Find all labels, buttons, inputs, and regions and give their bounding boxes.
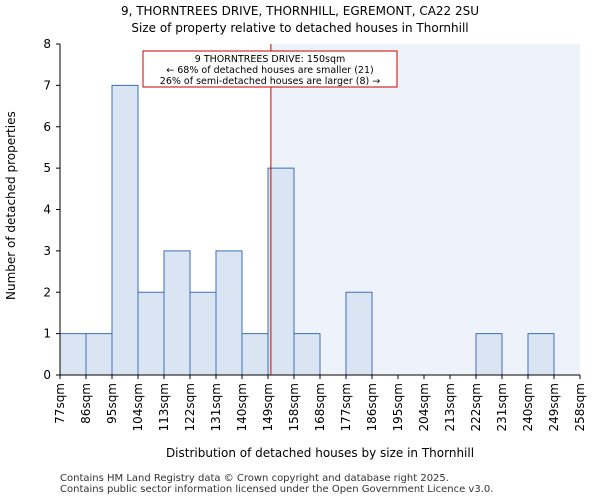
x-tick-label-122sqm: 122sqm	[183, 383, 197, 431]
x-tick-label-140sqm: 140sqm	[235, 383, 249, 431]
bar-131sqm	[215, 250, 243, 376]
bar-122sqm	[189, 291, 217, 376]
x-tick-label-195sqm: 195sqm	[391, 383, 405, 431]
x-tick-label-168sqm: 168sqm	[313, 383, 327, 431]
y-tick-label-7: 7	[43, 78, 51, 92]
x-tick-label-186sqm: 186sqm	[365, 383, 379, 431]
y-tick-label-4: 4	[43, 203, 51, 217]
x-tick-label-213sqm: 213sqm	[443, 383, 457, 431]
y-tick-label-5: 5	[43, 161, 51, 175]
x-tick-label-258sqm: 258sqm	[573, 383, 587, 431]
x-tick-label-149sqm: 149sqm	[261, 383, 275, 431]
x-tick-label-95sqm: 95sqm	[105, 383, 119, 424]
y-axis-label: Number of detached properties	[4, 111, 18, 300]
y-tick-label-8: 8	[43, 37, 51, 51]
chart-title: 9, THORNTREES DRIVE, THORNHILL, EGREMONT…	[120, 4, 480, 18]
x-axis-label: Distribution of detached houses by size …	[165, 446, 475, 460]
annotation-box	[142, 50, 398, 88]
x-tick-label-131sqm: 131sqm	[209, 383, 223, 431]
bar-140sqm	[241, 333, 269, 376]
bar-95sqm	[111, 84, 139, 376]
x-tick-label-222sqm: 222sqm	[469, 383, 483, 431]
x-tick-label-86sqm: 86sqm	[79, 383, 93, 424]
bar-240sqm	[527, 333, 555, 376]
bar-86sqm	[85, 333, 113, 376]
y-tick-label-0: 0	[43, 368, 51, 382]
chart-subtitle: Size of property relative to detached ho…	[131, 21, 469, 35]
highlight-region	[270, 44, 580, 375]
bar-113sqm	[163, 250, 191, 376]
annotation-line1: 9 THORNTREES DRIVE: 150sqm	[195, 54, 345, 65]
y-tick-label-1: 1	[43, 327, 51, 341]
y-tick-label-2: 2	[43, 285, 51, 299]
annotation-line3: 26% of semi-detached houses are larger (…	[160, 76, 380, 87]
annotation-line2: ← 68% of detached houses are smaller (21…	[166, 65, 373, 76]
bar-149sqm	[267, 167, 295, 376]
x-tick-label-158sqm: 158sqm	[287, 383, 301, 431]
x-tick-label-104sqm: 104sqm	[131, 383, 145, 431]
bar-177sqm	[345, 291, 373, 376]
bar-222sqm	[475, 333, 503, 376]
footer-line-1: Contains HM Land Registry data © Crown c…	[60, 473, 449, 484]
x-tick-label-240sqm: 240sqm	[521, 383, 535, 431]
footer-line-2: Contains public sector information licen…	[60, 484, 494, 495]
x-tick-label-113sqm: 113sqm	[157, 383, 171, 431]
y-tick-label-3: 3	[43, 244, 51, 258]
x-tick-label-77sqm: 77sqm	[53, 383, 67, 424]
y-tick-label-6: 6	[43, 120, 51, 134]
x-tick-label-204sqm: 204sqm	[417, 383, 431, 431]
x-tick-label-177sqm: 177sqm	[339, 383, 353, 431]
bar-104sqm	[137, 291, 165, 376]
x-tick-label-231sqm: 231sqm	[495, 383, 509, 431]
bar-158sqm	[293, 333, 321, 376]
bar-77sqm	[59, 333, 87, 376]
x-tick-label-249sqm: 249sqm	[547, 383, 561, 431]
